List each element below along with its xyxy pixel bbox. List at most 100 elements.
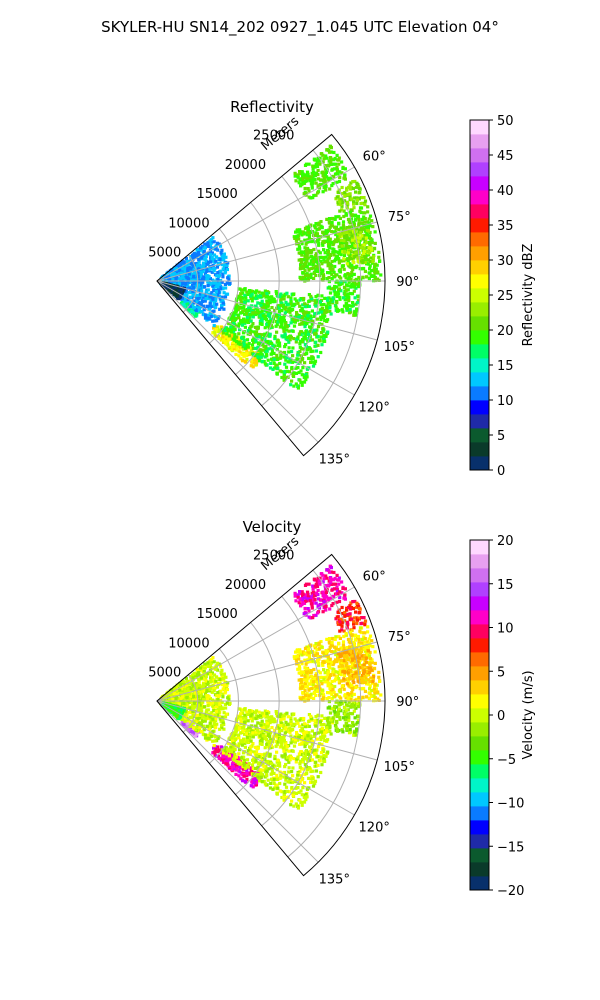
echo-gate [357, 695, 361, 700]
echo-gate [330, 649, 334, 654]
echo-gate [327, 568, 331, 572]
echo-gate [337, 677, 341, 681]
echo-field [159, 144, 383, 390]
echo-gate [300, 266, 304, 270]
echo-gate [242, 354, 246, 358]
echo-gate [233, 763, 237, 767]
echo-gate [282, 375, 286, 380]
echo-gate [300, 653, 304, 657]
echo-gate [343, 292, 347, 296]
echo-gate [299, 369, 303, 373]
echo-gate [363, 229, 368, 233]
echo-gate [294, 179, 298, 183]
echo-gate [324, 310, 328, 314]
echo-gate [363, 689, 367, 693]
echo-gate [202, 250, 206, 254]
echo-gate [318, 339, 322, 343]
echo-gate [312, 677, 316, 681]
echo-gate [325, 697, 329, 701]
echo-gate [214, 244, 218, 248]
echo-gate [337, 221, 341, 225]
echo-gate [311, 260, 316, 264]
echo-gate [367, 217, 371, 221]
echo-gate [233, 343, 237, 347]
echo-gate [355, 721, 359, 725]
echo-gate [284, 342, 288, 347]
colorbar-band [470, 120, 489, 135]
echo-gate [308, 179, 312, 183]
echo-gate [304, 192, 308, 196]
echo-gate [305, 671, 309, 675]
echo-gate [222, 758, 226, 762]
echo-gate [164, 275, 168, 280]
echo-gate [372, 274, 376, 278]
echo-gate [303, 361, 307, 365]
echo-gate [357, 294, 361, 298]
echo-gate [303, 302, 307, 306]
echo-gate [379, 273, 383, 277]
echo-gate [330, 224, 335, 228]
echo-gate [208, 295, 212, 299]
echo-gate [341, 223, 345, 227]
sector-outline [156, 133, 386, 457]
echo-gate [243, 352, 247, 356]
echo-gate [351, 652, 356, 656]
echo-gate [341, 684, 345, 688]
echo-gate [305, 685, 309, 689]
echo-gate [173, 290, 177, 294]
echo-gate [248, 308, 252, 313]
echo-gate [301, 258, 305, 262]
echo-gate [348, 255, 352, 259]
echo-gate [327, 301, 331, 305]
echo-gate [341, 191, 345, 196]
echo-gate [351, 687, 355, 692]
echo-gate [357, 223, 361, 227]
echo-gate [194, 294, 198, 298]
echo-gate [220, 286, 224, 290]
echo-gate [361, 657, 365, 661]
echo-gate [171, 281, 175, 285]
echo-gate [222, 256, 226, 261]
echo-gate [215, 241, 220, 245]
echo-gate [364, 240, 368, 244]
echo-gate [332, 570, 336, 575]
echo-gate [352, 260, 356, 265]
echo-gate [332, 587, 337, 591]
echo-gate [312, 224, 317, 228]
echo-gate [301, 594, 305, 598]
echo-gate [360, 687, 364, 691]
echo-gate [307, 582, 311, 586]
echo-gate [339, 289, 343, 293]
echo-gate [347, 280, 351, 284]
echo-gate [220, 248, 224, 252]
echo-gate [331, 637, 336, 641]
echo-gate [175, 275, 179, 279]
echo-gate [312, 193, 316, 198]
echo-gate [333, 238, 338, 242]
echo-gate [348, 607, 353, 611]
echo-gate [174, 286, 178, 290]
echo-gate [367, 234, 372, 238]
echo-gate [250, 299, 254, 303]
echo-gate [198, 305, 202, 309]
echo-gate [361, 275, 365, 279]
echo-gate [317, 177, 321, 181]
echo-gate [291, 317, 295, 321]
echo-gate [200, 265, 204, 269]
echo-gate [323, 259, 327, 263]
echo-gate [306, 591, 310, 595]
echo-gate [333, 704, 337, 709]
echo-gate [330, 596, 334, 600]
echo-gate [266, 313, 270, 317]
colorbar-band [470, 316, 489, 331]
echo-gate [321, 277, 325, 281]
echo-gate [312, 691, 316, 696]
echo-gate [205, 268, 209, 272]
echo-gate [317, 597, 321, 601]
echo-gate [227, 277, 231, 282]
echo-gate [254, 339, 258, 343]
echo-gate [307, 356, 311, 360]
echo-gate [353, 255, 357, 259]
echo-gate [311, 167, 315, 171]
echo-gate [300, 307, 304, 311]
